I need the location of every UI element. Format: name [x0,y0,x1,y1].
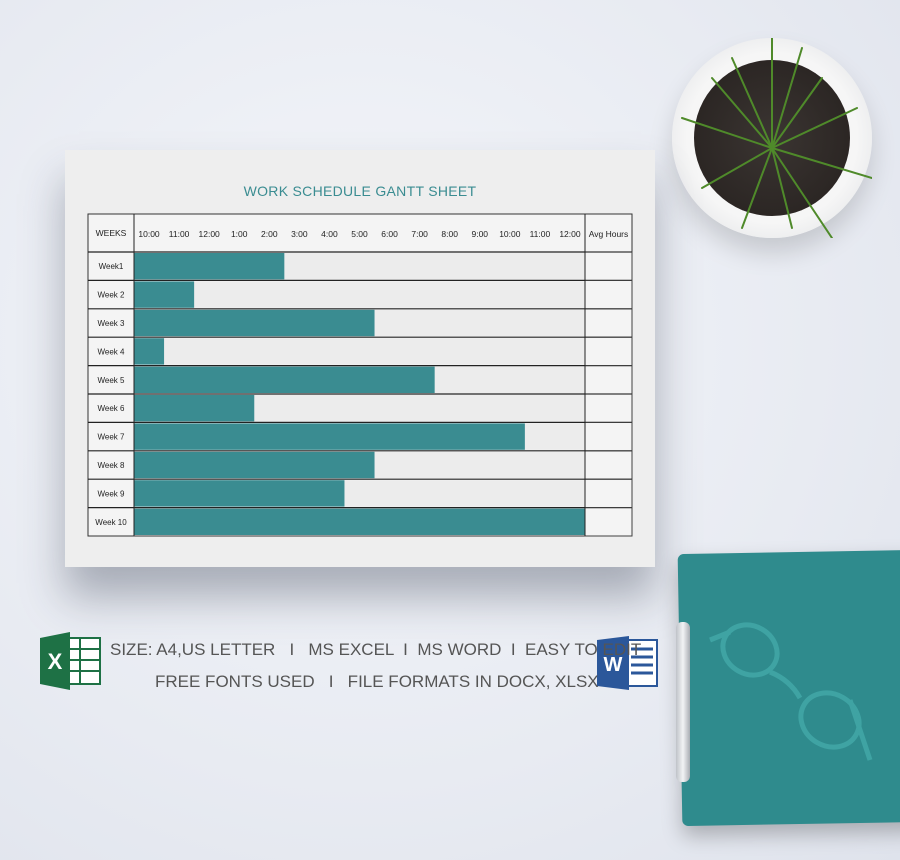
excel-icon: X [40,632,101,690]
week-label: Week 7 [98,433,126,442]
time-tick-label: 10:00 [499,229,521,239]
time-tick-label: 5:00 [351,229,368,239]
time-tick-label: 6:00 [381,229,398,239]
week-label: Week1 [99,262,124,271]
pen [676,622,690,782]
week-label: Week 3 [98,319,126,328]
week-label: Week 6 [98,404,126,413]
gantt-sheet: WORK SCHEDULE GANTT SHEET WEEKS Avg Hours… [65,150,655,567]
week-label: Week 2 [98,291,126,300]
word-icon: W [597,636,658,690]
svg-text:X: X [48,649,63,674]
time-tick-label: 10:00 [138,229,160,239]
gantt-bar-1 [134,253,285,280]
time-tick-label: 4:00 [321,229,338,239]
week-label: Week 5 [98,376,126,385]
gantt-bar-9 [134,480,345,507]
gantt-bar-6 [134,395,255,422]
time-tick-label: 12:00 [199,229,221,239]
gantt-chart: WEEKS Avg Hours 10:00 11:00 12:00 1:00 2:00 3:0… [87,213,633,537]
timeline-empty [134,338,585,365]
avg-hours-header: Avg Hours [589,229,629,239]
gantt-bar-2 [134,281,195,308]
time-tick-label: 1:00 [231,229,248,239]
gantt-bar-10 [134,508,585,535]
features-line-1: SIZE: A4,US LETTER I MS EXCEL I MS WORD … [110,640,642,659]
svg-text:W: W [604,654,623,676]
time-tick-label: 11:00 [530,229,551,239]
gantt-bar-8 [134,451,375,479]
week-label: Week 4 [98,347,126,356]
time-tick-label: 2:00 [261,229,278,239]
gantt-bar-4 [134,338,165,365]
week-label: Week 8 [98,461,126,470]
time-tick-label: 9:00 [471,229,488,239]
time-tick-label: 7:00 [411,229,428,239]
glasses-icon [709,622,873,761]
timeline-empty [134,281,585,308]
grass-icon [681,38,872,238]
plant-pot [672,38,872,238]
gantt-bar-5 [134,366,435,393]
time-tick-label: 3:00 [291,229,308,239]
chart-title: WORK SCHEDULE GANTT SHEET [243,183,477,199]
features-line-2: FREE FONTS USED I FILE FORMATS IN DOCX, … [155,672,599,691]
gantt-bar-7 [134,423,525,450]
time-tick-label: 12:00 [559,229,581,239]
time-tick-label: 11:00 [169,229,190,239]
time-tick-label: 8:00 [441,229,458,239]
row-header: WEEKS [96,228,127,238]
week-label: Week 9 [98,489,126,498]
gantt-bar-3 [134,309,375,337]
week-label: Week 10 [95,518,127,527]
